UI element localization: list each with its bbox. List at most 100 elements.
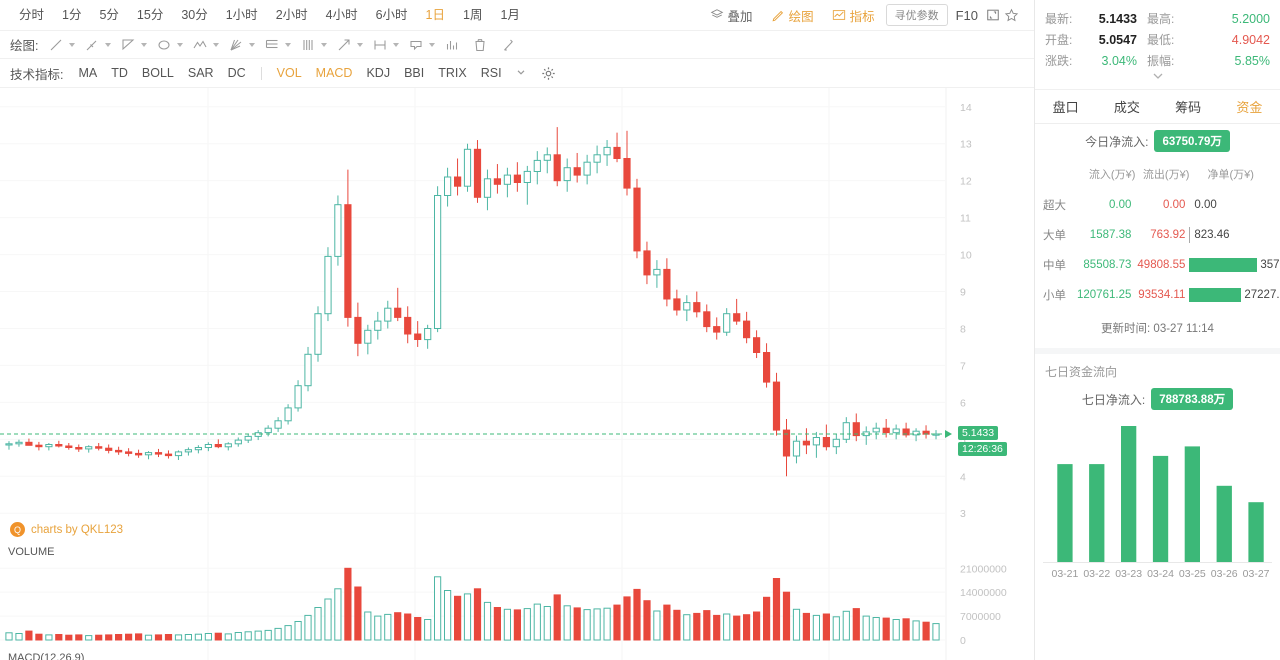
candle-body <box>35 444 43 448</box>
volume-bar <box>822 613 830 641</box>
volume-bar <box>135 633 143 641</box>
volume-bar <box>254 630 262 641</box>
caret-down-icon[interactable] <box>249 42 256 47</box>
candle-body <box>434 195 442 329</box>
caret-down-icon[interactable] <box>429 42 436 47</box>
fib-fan-icon[interactable] <box>226 35 246 55</box>
indicator-vol[interactable]: VOL <box>276 66 302 80</box>
optimize-params-button[interactable]: 寻优参数 <box>885 4 948 26</box>
timeframe-4小时[interactable]: 4小时 <box>325 8 358 22</box>
indicator-macd[interactable]: MACD <box>315 66 353 80</box>
candle-body <box>852 422 860 437</box>
indicator-bbi[interactable]: BBI <box>404 66 425 80</box>
indicator-ma[interactable]: MA <box>78 66 98 80</box>
timeframe-6小时[interactable]: 6小时 <box>375 8 408 22</box>
volume-bar <box>882 617 890 641</box>
svg-text:12: 12 <box>960 176 972 188</box>
fund-row-net-cell: 823.46 <box>1189 220 1272 250</box>
caret-down-icon[interactable] <box>321 42 328 47</box>
volume-bar <box>563 605 571 641</box>
caret-down-icon[interactable] <box>69 42 76 47</box>
pencil-draw-icon[interactable] <box>82 35 102 55</box>
caret-down-icon[interactable] <box>357 42 364 47</box>
timeframe-2小时[interactable]: 2小时 <box>275 8 308 22</box>
side-tab-资金[interactable]: 资金 <box>1236 100 1263 115</box>
candle-body <box>214 444 222 448</box>
draw-button[interactable]: 绘图 <box>764 6 821 25</box>
comment-icon[interactable] <box>406 35 426 55</box>
trash-icon[interactable] <box>470 35 490 55</box>
text-lines-icon[interactable] <box>262 35 282 55</box>
seven-day-flow-title: 七日资金流向 <box>1045 365 1118 379</box>
gear-icon[interactable] <box>541 66 555 80</box>
side-tab-筹码[interactable]: 筹码 <box>1175 100 1202 115</box>
f10-button[interactable]: F10 <box>955 7 978 23</box>
bar-tool-icon[interactable] <box>442 35 462 55</box>
caret-down-icon[interactable] <box>213 42 220 47</box>
caret-down-icon[interactable] <box>285 42 292 47</box>
side-tab-盘口[interactable]: 盘口 <box>1052 100 1079 115</box>
volume-bar <box>633 588 641 641</box>
caret-down-icon[interactable] <box>177 42 184 47</box>
indicator-button[interactable]: 指标 <box>825 6 882 25</box>
volume-bar <box>354 586 362 641</box>
svg-text:9: 9 <box>960 287 966 299</box>
candle-body <box>603 146 611 156</box>
current-price-tag: 5.1433 <box>958 426 999 441</box>
svg-text:8: 8 <box>960 323 966 335</box>
bar-03-25 <box>1184 446 1200 562</box>
volume-bar <box>294 621 302 641</box>
candle-body <box>344 204 352 318</box>
bar-03-24 <box>1152 455 1169 562</box>
svg-text:10: 10 <box>960 250 972 262</box>
chevron-down-icon[interactable] <box>515 66 529 80</box>
parallel-channel-icon[interactable] <box>298 35 318 55</box>
fullscreen-icon[interactable] <box>986 8 1000 22</box>
indicator-rsi[interactable]: RSI <box>480 66 502 80</box>
watermark-text: charts by QKL123 <box>31 523 124 536</box>
timeframe-30分[interactable]: 30分 <box>181 8 208 22</box>
indicator-sar[interactable]: SAR <box>187 66 214 80</box>
fund-table: 流入(万¥) 流出(万¥) 净单(万¥) 超大 0.00 0.00 0.00 大单 1587.… <box>1043 160 1280 310</box>
timeframe-1分[interactable]: 1分 <box>62 8 82 22</box>
timeframe-1周[interactable]: 1周 <box>463 8 483 22</box>
volume-bar <box>125 633 133 641</box>
indicator-trix[interactable]: TRIX <box>438 66 467 80</box>
star-icon[interactable] <box>1004 8 1019 22</box>
timeframe-1小时[interactable]: 1小时 <box>225 8 258 22</box>
indicator-td[interactable]: TD <box>111 66 128 80</box>
volume-bar <box>792 608 801 641</box>
drawing-toolbar: 绘图: <box>0 31 1034 59</box>
overlay-button[interactable]: 叠加 <box>703 6 760 25</box>
magnet-icon[interactable] <box>498 35 518 55</box>
arrow-up-icon[interactable] <box>334 35 354 55</box>
timeframe-分时[interactable]: 分时 <box>19 8 45 22</box>
timeframe-5分[interactable]: 5分 <box>99 8 119 22</box>
candle-body <box>75 447 83 450</box>
timeframe-15分[interactable]: 15分 <box>136 8 164 22</box>
wave-icon[interactable] <box>190 35 210 55</box>
volume-bar <box>454 595 462 641</box>
fib-triangle-icon[interactable] <box>118 35 138 55</box>
fund-row-out: 93534.11 <box>1138 289 1186 301</box>
indicator-boll[interactable]: BOLL <box>141 66 174 80</box>
expand-quote-button[interactable] <box>1045 71 1270 87</box>
volume-bar <box>623 596 631 641</box>
caret-down-icon[interactable] <box>141 42 148 47</box>
timeframe-1日[interactable]: 1日 <box>425 8 445 22</box>
chart-plot-area[interactable]: 14 13 12 11 10 9 8 7 6 5 4 3 VOLUME 21000000 14000000 7… <box>0 88 1035 660</box>
timeframe-1月[interactable]: 1月 <box>500 8 520 22</box>
ellipse-icon[interactable] <box>154 35 174 55</box>
trendline-icon[interactable] <box>46 35 66 55</box>
indicator-dc[interactable]: DC <box>227 66 246 80</box>
volume-bar <box>912 620 920 641</box>
candle-body <box>673 298 681 311</box>
indicator-toolbar: 技术指标: MA TD BOLL SAR DC VOL MACD KDJ BBI TRIX RSI <box>0 59 1034 88</box>
measure-icon[interactable] <box>370 35 390 55</box>
side-tab-成交[interactable]: 成交 <box>1113 100 1140 115</box>
caret-down-icon[interactable] <box>105 42 112 47</box>
caret-down-icon[interactable] <box>393 42 400 47</box>
chart-actions: 叠加 绘图 指标 寻优参数 F10 <box>703 4 1024 26</box>
volume-bar <box>404 613 412 641</box>
indicator-kdj[interactable]: KDJ <box>366 66 391 80</box>
